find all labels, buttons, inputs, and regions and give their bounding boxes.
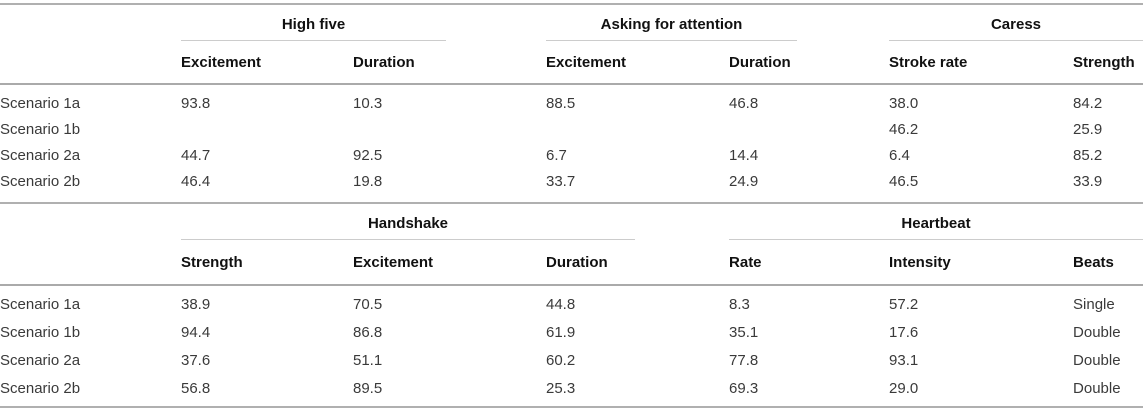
table-cell: 25.3	[546, 379, 576, 397]
table-cell	[353, 116, 546, 142]
table-cell: 61.9	[546, 323, 576, 341]
group-cell-heartbeat: Heartbeat	[729, 204, 1143, 240]
group-title-caress: Caress	[889, 16, 1143, 41]
table-cell: 33.7	[546, 172, 576, 190]
table-cell: 70.5	[353, 295, 383, 313]
table-cell: 6.4	[889, 146, 910, 164]
table-cell: 8.3	[729, 295, 750, 313]
group-cell-asking-for-attention: Asking for attention	[546, 4, 889, 41]
group-cell-handshake: Handshake	[181, 204, 729, 240]
column-header: Intensity	[889, 240, 1074, 286]
row-label: Scenario 1a	[0, 295, 81, 313]
table-cell: 24.9	[729, 172, 759, 190]
table-cell: Double	[1073, 323, 1121, 341]
corner-cell	[0, 4, 181, 41]
table-cell: 69.3	[729, 379, 759, 397]
corner-cell	[0, 204, 181, 240]
table-cell	[546, 116, 729, 142]
table-row: Scenario 1a 93.8 10.3 88.5 46.8 38.0 84.…	[0, 84, 1143, 116]
column-header: Rate	[729, 240, 890, 286]
table-cell: 17.6	[889, 323, 919, 341]
row-label: Scenario 1b	[0, 323, 81, 341]
table-cell: 10.3	[353, 94, 383, 112]
row-label: Scenario 2a	[0, 146, 81, 164]
table-cell: 25.9	[1073, 120, 1103, 138]
table-cell: 6.7	[546, 146, 567, 164]
column-header-row: Excitement Duration Excitement Duration …	[0, 41, 1143, 85]
row-label: Scenario 1b	[0, 120, 81, 138]
group-cell-high-five: High five	[181, 4, 546, 41]
table-top: High five Asking for attention Caress Ex…	[0, 3, 1143, 204]
table-row: Scenario 2a 37.6 51.1 60.2 77.8 93.1 Dou…	[0, 346, 1143, 374]
table-cell: 84.2	[1073, 94, 1103, 112]
table-cell: 93.1	[889, 351, 919, 369]
table-row: Scenario 2b 56.8 89.5 25.3 69.3 29.0 Dou…	[0, 374, 1143, 407]
table-cell: 93.8	[181, 94, 211, 112]
table-row: Scenario 1b 46.2 25.9	[0, 116, 1143, 142]
column-header-row: Strength Excitement Duration Rate Intens…	[0, 240, 1143, 286]
group-title-high-five: High five	[181, 16, 446, 41]
corner-cell	[0, 240, 181, 286]
table-cell: 14.4	[729, 146, 759, 164]
table-cell: Single	[1073, 295, 1115, 313]
table-row: Scenario 2b 46.4 19.8 33.7 24.9 46.5 33.…	[0, 168, 1143, 203]
table-cell: Double	[1073, 351, 1121, 369]
column-header: Duration	[546, 240, 730, 286]
table-cell: 37.6	[181, 351, 211, 369]
table-cell: 46.4	[181, 172, 211, 190]
column-header: Strength	[1073, 41, 1143, 85]
table-cell: 88.5	[546, 94, 576, 112]
column-header: Excitement	[546, 41, 729, 85]
table-cell: 57.2	[889, 295, 919, 313]
table-cell: 44.7	[181, 146, 211, 164]
group-header-row: Handshake Heartbeat	[0, 204, 1143, 240]
group-title-asking-for-attention: Asking for attention	[546, 16, 797, 41]
column-header: Duration	[729, 41, 889, 85]
group-header-row: High five Asking for attention Caress	[0, 4, 1143, 41]
table-cell: 38.0	[889, 94, 919, 112]
table-cell: 46.5	[889, 172, 919, 190]
row-label: Scenario 1a	[0, 94, 81, 112]
table-cell: Double	[1073, 379, 1121, 397]
table-cell: 46.2	[889, 120, 919, 138]
table-cell: 86.8	[353, 323, 383, 341]
column-header: Excitement	[353, 240, 546, 286]
row-label: Scenario 2b	[0, 172, 81, 190]
table-cell: 44.8	[546, 295, 576, 313]
table-row: Scenario 1a 38.9 70.5 44.8 8.3 57.2 Sing…	[0, 285, 1143, 318]
table-cell: 77.8	[729, 351, 759, 369]
table-cell: 19.8	[353, 172, 383, 190]
column-header: Beats	[1073, 240, 1143, 286]
table-cell: 29.0	[889, 379, 919, 397]
group-cell-caress: Caress	[889, 4, 1143, 41]
table-cell: 92.5	[353, 146, 383, 164]
group-title-handshake: Handshake	[181, 215, 635, 240]
column-header: Stroke rate	[889, 41, 1073, 85]
table-cell	[729, 116, 889, 142]
group-title-heartbeat: Heartbeat	[729, 215, 1143, 240]
row-label: Scenario 2b	[0, 379, 81, 397]
table-cell: 60.2	[546, 351, 576, 369]
table-bottom: Handshake Heartbeat Strength Excitement …	[0, 204, 1143, 408]
table-cell: 38.9	[181, 295, 211, 313]
table-cell: 89.5	[353, 379, 383, 397]
row-label: Scenario 2a	[0, 351, 81, 369]
corner-cell	[0, 41, 181, 85]
table-cell	[181, 116, 353, 142]
table-cell: 51.1	[353, 351, 383, 369]
table-cell: 46.8	[729, 94, 759, 112]
table-row: Scenario 2a 44.7 92.5 6.7 14.4 6.4 85.2	[0, 142, 1143, 168]
column-header: Strength	[181, 240, 353, 286]
table-row: Scenario 1b 94.4 86.8 61.9 35.1 17.6 Dou…	[0, 318, 1143, 346]
table-cell: 94.4	[181, 323, 211, 341]
table-cell: 35.1	[729, 323, 759, 341]
table-cell: 33.9	[1073, 172, 1103, 190]
column-header: Duration	[353, 41, 546, 85]
table-cell: 56.8	[181, 379, 211, 397]
table-cell: 85.2	[1073, 146, 1103, 164]
column-header: Excitement	[181, 41, 353, 85]
